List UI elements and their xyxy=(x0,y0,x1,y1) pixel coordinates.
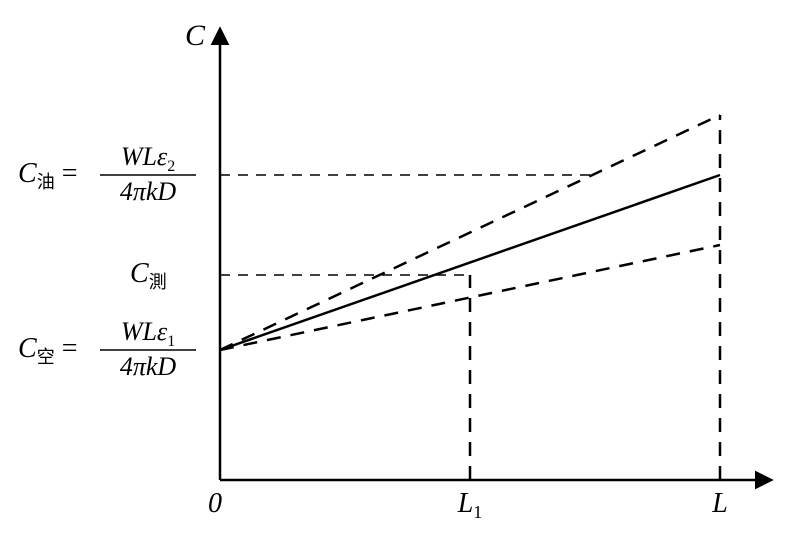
svg-text:4πkD: 4πkD xyxy=(120,352,177,381)
origin-label: 0 xyxy=(208,488,222,519)
y-axis-title: C xyxy=(185,19,206,52)
x-tick-l: L xyxy=(711,488,728,519)
line-upper-dash xyxy=(220,115,720,350)
svg-text:WLε1: WLε1 xyxy=(121,317,175,350)
svg-text:C測: C測 xyxy=(130,258,167,292)
svg-text:4πkD: 4πkD xyxy=(120,177,177,206)
x-tick-l1: L1 xyxy=(457,488,483,522)
ylabel-c-meas: C測 xyxy=(130,258,167,292)
svg-text:WLε2: WLε2 xyxy=(121,142,175,175)
svg-text:C空 =: C空 = xyxy=(18,333,77,370)
svg-text:C油 =: C油 = xyxy=(18,158,77,195)
ylabel-c-empty: C空 = WLε1 4πkD xyxy=(18,317,196,381)
ylabel-c-oil: C油 = WLε2 4πkD xyxy=(18,142,196,206)
